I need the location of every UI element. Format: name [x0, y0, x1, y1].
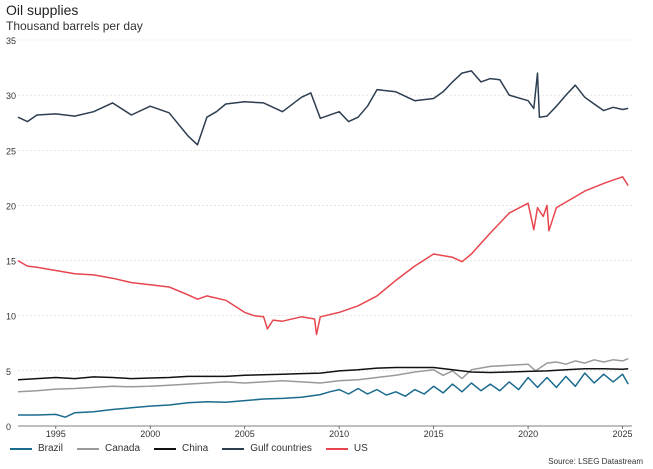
- legend-swatch: [10, 447, 32, 450]
- x-tick-label: 2005: [235, 429, 255, 439]
- series-line-us: [17, 176, 629, 336]
- y-tick-label: 10: [6, 312, 16, 322]
- series-line-china: [17, 366, 629, 381]
- x-tick-label: 2020: [518, 429, 538, 439]
- legend-label: Brazil: [38, 443, 64, 454]
- legend-item: US: [325, 443, 368, 454]
- x-tick-label: 2015: [424, 429, 444, 439]
- legend-swatch: [77, 447, 100, 450]
- y-tick-label: 35: [6, 36, 16, 46]
- x-tick-label: 2025: [613, 429, 633, 439]
- legend-item: Brazil: [10, 443, 63, 454]
- y-tick-label: 0: [6, 422, 11, 432]
- legend-label: Canada: [105, 443, 141, 454]
- series-line-brazil: [18, 372, 629, 418]
- x-tick-label: 1995: [46, 429, 66, 439]
- legend-label: Gulf countries: [250, 443, 312, 454]
- y-tick-label: 20: [6, 201, 16, 211]
- source-note: Source: LSEG Datastream: [548, 457, 643, 466]
- legend-item: China: [154, 443, 208, 454]
- series-layer: [17, 70, 629, 418]
- y-tick-label: 30: [6, 91, 16, 101]
- legend-swatch: [325, 447, 348, 450]
- x-tick-label: 2010: [329, 429, 349, 439]
- series-line-canada: [17, 358, 629, 393]
- legend-item: Canada: [77, 443, 140, 454]
- chart-title: Oil supplies: [6, 2, 79, 18]
- legend-swatch: [222, 447, 245, 450]
- legend-swatch: [154, 447, 177, 450]
- x-tick-label: 2000: [140, 429, 160, 439]
- chart-subtitle: Thousand barrels per day: [6, 19, 143, 33]
- y-tick-label: 5: [6, 367, 11, 377]
- legend-item: Gulf countries: [222, 443, 312, 454]
- grid-layer: [18, 39, 632, 372]
- chart-legend: Brazil Canada China Gulf countries US: [10, 443, 382, 454]
- series-line-gulf-countries: [17, 70, 629, 146]
- legend-label: China: [182, 443, 209, 454]
- legend-label: US: [353, 443, 368, 454]
- y-tick-label: 25: [6, 146, 16, 156]
- y-tick-label: 15: [6, 257, 16, 267]
